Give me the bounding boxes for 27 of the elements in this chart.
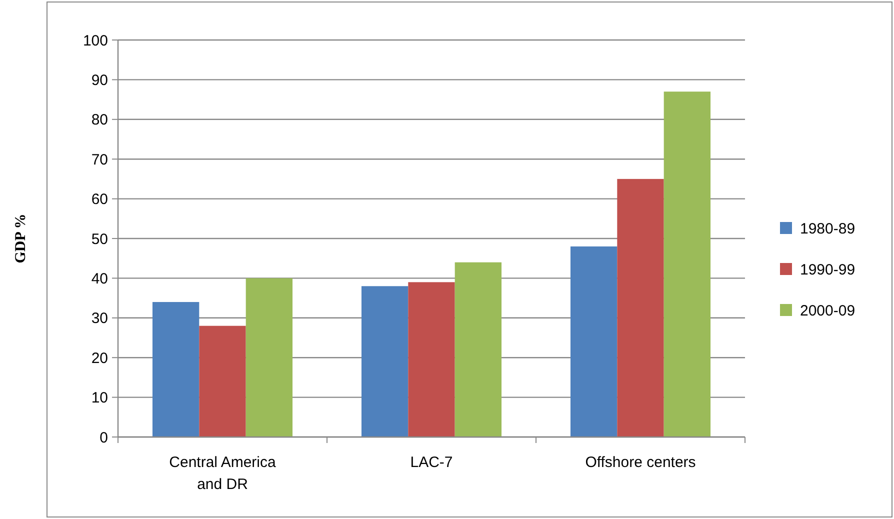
x-tick-label: Offshore centers <box>585 454 696 471</box>
bar <box>664 92 711 437</box>
y-tick-label: 90 <box>91 72 108 89</box>
x-tick-label: Central America and DR <box>169 454 277 493</box>
y-tick-label: 30 <box>91 310 108 328</box>
legend-label: 1980-89 <box>800 220 856 238</box>
y-tick-label: 80 <box>91 112 108 129</box>
y-tick-label: 0 <box>100 429 108 446</box>
x-tick-label: LAC-7 <box>410 454 453 471</box>
bar <box>408 282 455 437</box>
bar <box>361 286 408 437</box>
bar <box>199 326 246 437</box>
y-tick-label: 50 <box>91 230 108 248</box>
bar <box>570 246 618 437</box>
bar <box>246 278 293 437</box>
bar <box>152 302 200 437</box>
legend-label: 1990-99 <box>800 261 856 278</box>
y-tick-label: 20 <box>91 350 108 367</box>
y-axis-title: GDP % <box>13 214 29 264</box>
y-tick-label: 40 <box>91 270 108 288</box>
y-tick-label: 10 <box>91 390 108 407</box>
y-tick-label: 60 <box>91 191 108 208</box>
y-tick-label: 70 <box>91 151 108 168</box>
legend-label: 2000-09 <box>800 302 856 320</box>
bar <box>617 178 664 437</box>
y-tick-label: 100 <box>82 32 108 50</box>
bar <box>454 262 502 437</box>
